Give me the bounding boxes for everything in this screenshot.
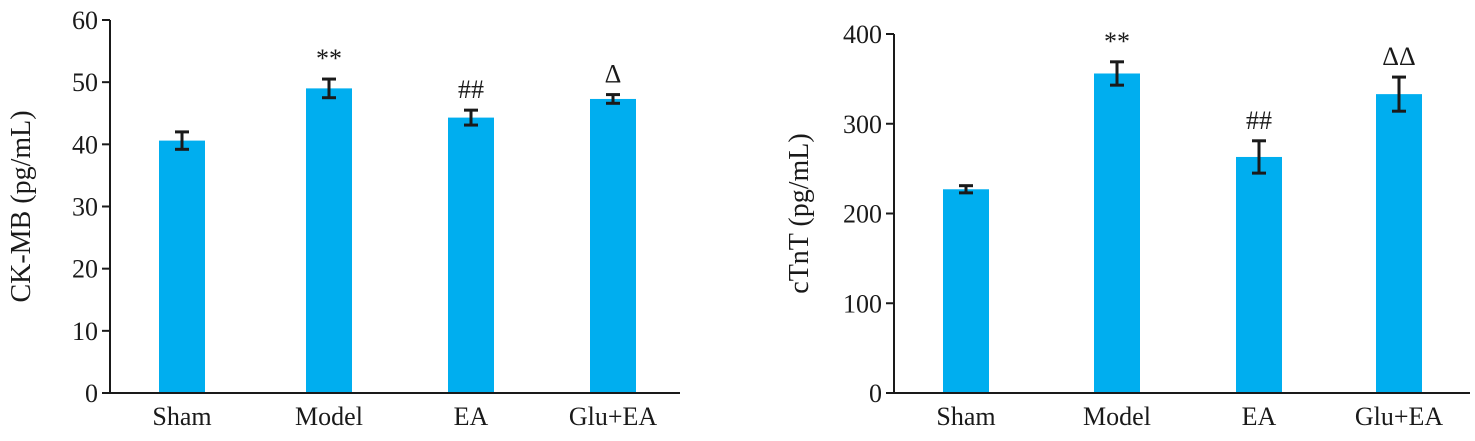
- ctnt-y-tick-label: 200: [843, 200, 882, 229]
- ctnt-x-tick-label: EA: [1242, 402, 1277, 431]
- ck-mb-error-bar-2: [464, 108, 478, 127]
- ck-mb-bar-ea: [448, 117, 494, 393]
- ck-mb-bar-model: [306, 88, 352, 393]
- ctnt-error-bar-3: [1392, 75, 1406, 113]
- ctnt-y-tick-label: 100: [843, 289, 882, 318]
- ctnt-y-axis-title: cTnT (pg/mL): [784, 133, 815, 293]
- ck-mb-y-tick-label: 40: [72, 130, 98, 159]
- ctnt-chart: Sham ** Model ## EA ΔΔ Glu+EA 0 100 200 300 400 cTnT…: [784, 20, 1470, 431]
- ctnt-error-bar-0: [959, 184, 973, 195]
- ck-mb-x-tick-label: Sham: [152, 402, 211, 431]
- ck-mb-y-axis-title: CK-MB (pg/mL): [6, 110, 37, 302]
- ctnt-bar-glu-ea: [1376, 94, 1422, 393]
- ck-mb-x-tick-label: EA: [454, 402, 489, 431]
- ctnt-significance-label-3: ΔΔ: [1382, 42, 1415, 71]
- ctnt-x-tick-label: Glu+EA: [1355, 402, 1444, 431]
- ctnt-error-bar-1: [1110, 60, 1124, 87]
- ctnt-x-tick-label: Sham: [936, 402, 995, 431]
- ck-mb-bar-sham: [159, 140, 205, 393]
- ctnt-bar-sham: [943, 189, 989, 393]
- ck-mb-error-bar-0: [175, 130, 189, 151]
- ck-mb-x-tick-label: Glu+EA: [569, 402, 658, 431]
- ctnt-error-bar-2: [1252, 139, 1266, 175]
- ck-mb-y-tick-label: 60: [72, 6, 98, 35]
- ck-mb-y-tick-label: 0: [85, 379, 98, 408]
- ck-mb-significance-label-1: **: [316, 44, 342, 73]
- ck-mb-y-tick-label: 50: [72, 68, 98, 97]
- ctnt-y-tick-label: 300: [843, 110, 882, 139]
- ctnt-bar-ea: [1236, 156, 1282, 393]
- ck-mb-significance-label-3: Δ: [605, 60, 622, 89]
- ck-mb-error-bar-3: [606, 93, 620, 105]
- ck-mb-y-tick-label: 20: [72, 255, 98, 284]
- ck-mb-significance-label-2: ##: [458, 75, 484, 104]
- ctnt-bar-model: [1094, 73, 1140, 394]
- ctnt-y-tick-label: 400: [843, 20, 882, 49]
- ck-mb-error-bar-1: [322, 77, 336, 100]
- ck-mb-y-tick-label: 30: [72, 193, 98, 222]
- ck-mb-y-tick-label: 10: [72, 317, 98, 346]
- ck-mb-chart: Sham ** Model ## EA Δ Glu+EA 0 10 20 30 40 50 60 CK-MB…: [6, 6, 680, 431]
- ctnt-x-tick-label: Model: [1083, 402, 1151, 431]
- ck-mb-bar-glu-ea: [590, 98, 636, 394]
- ck-mb-x-tick-label: Model: [295, 402, 363, 431]
- ctnt-y-tick-label: 0: [869, 379, 882, 408]
- ctnt-significance-label-1: **: [1104, 27, 1130, 56]
- ctnt-significance-label-2: ##: [1246, 106, 1272, 135]
